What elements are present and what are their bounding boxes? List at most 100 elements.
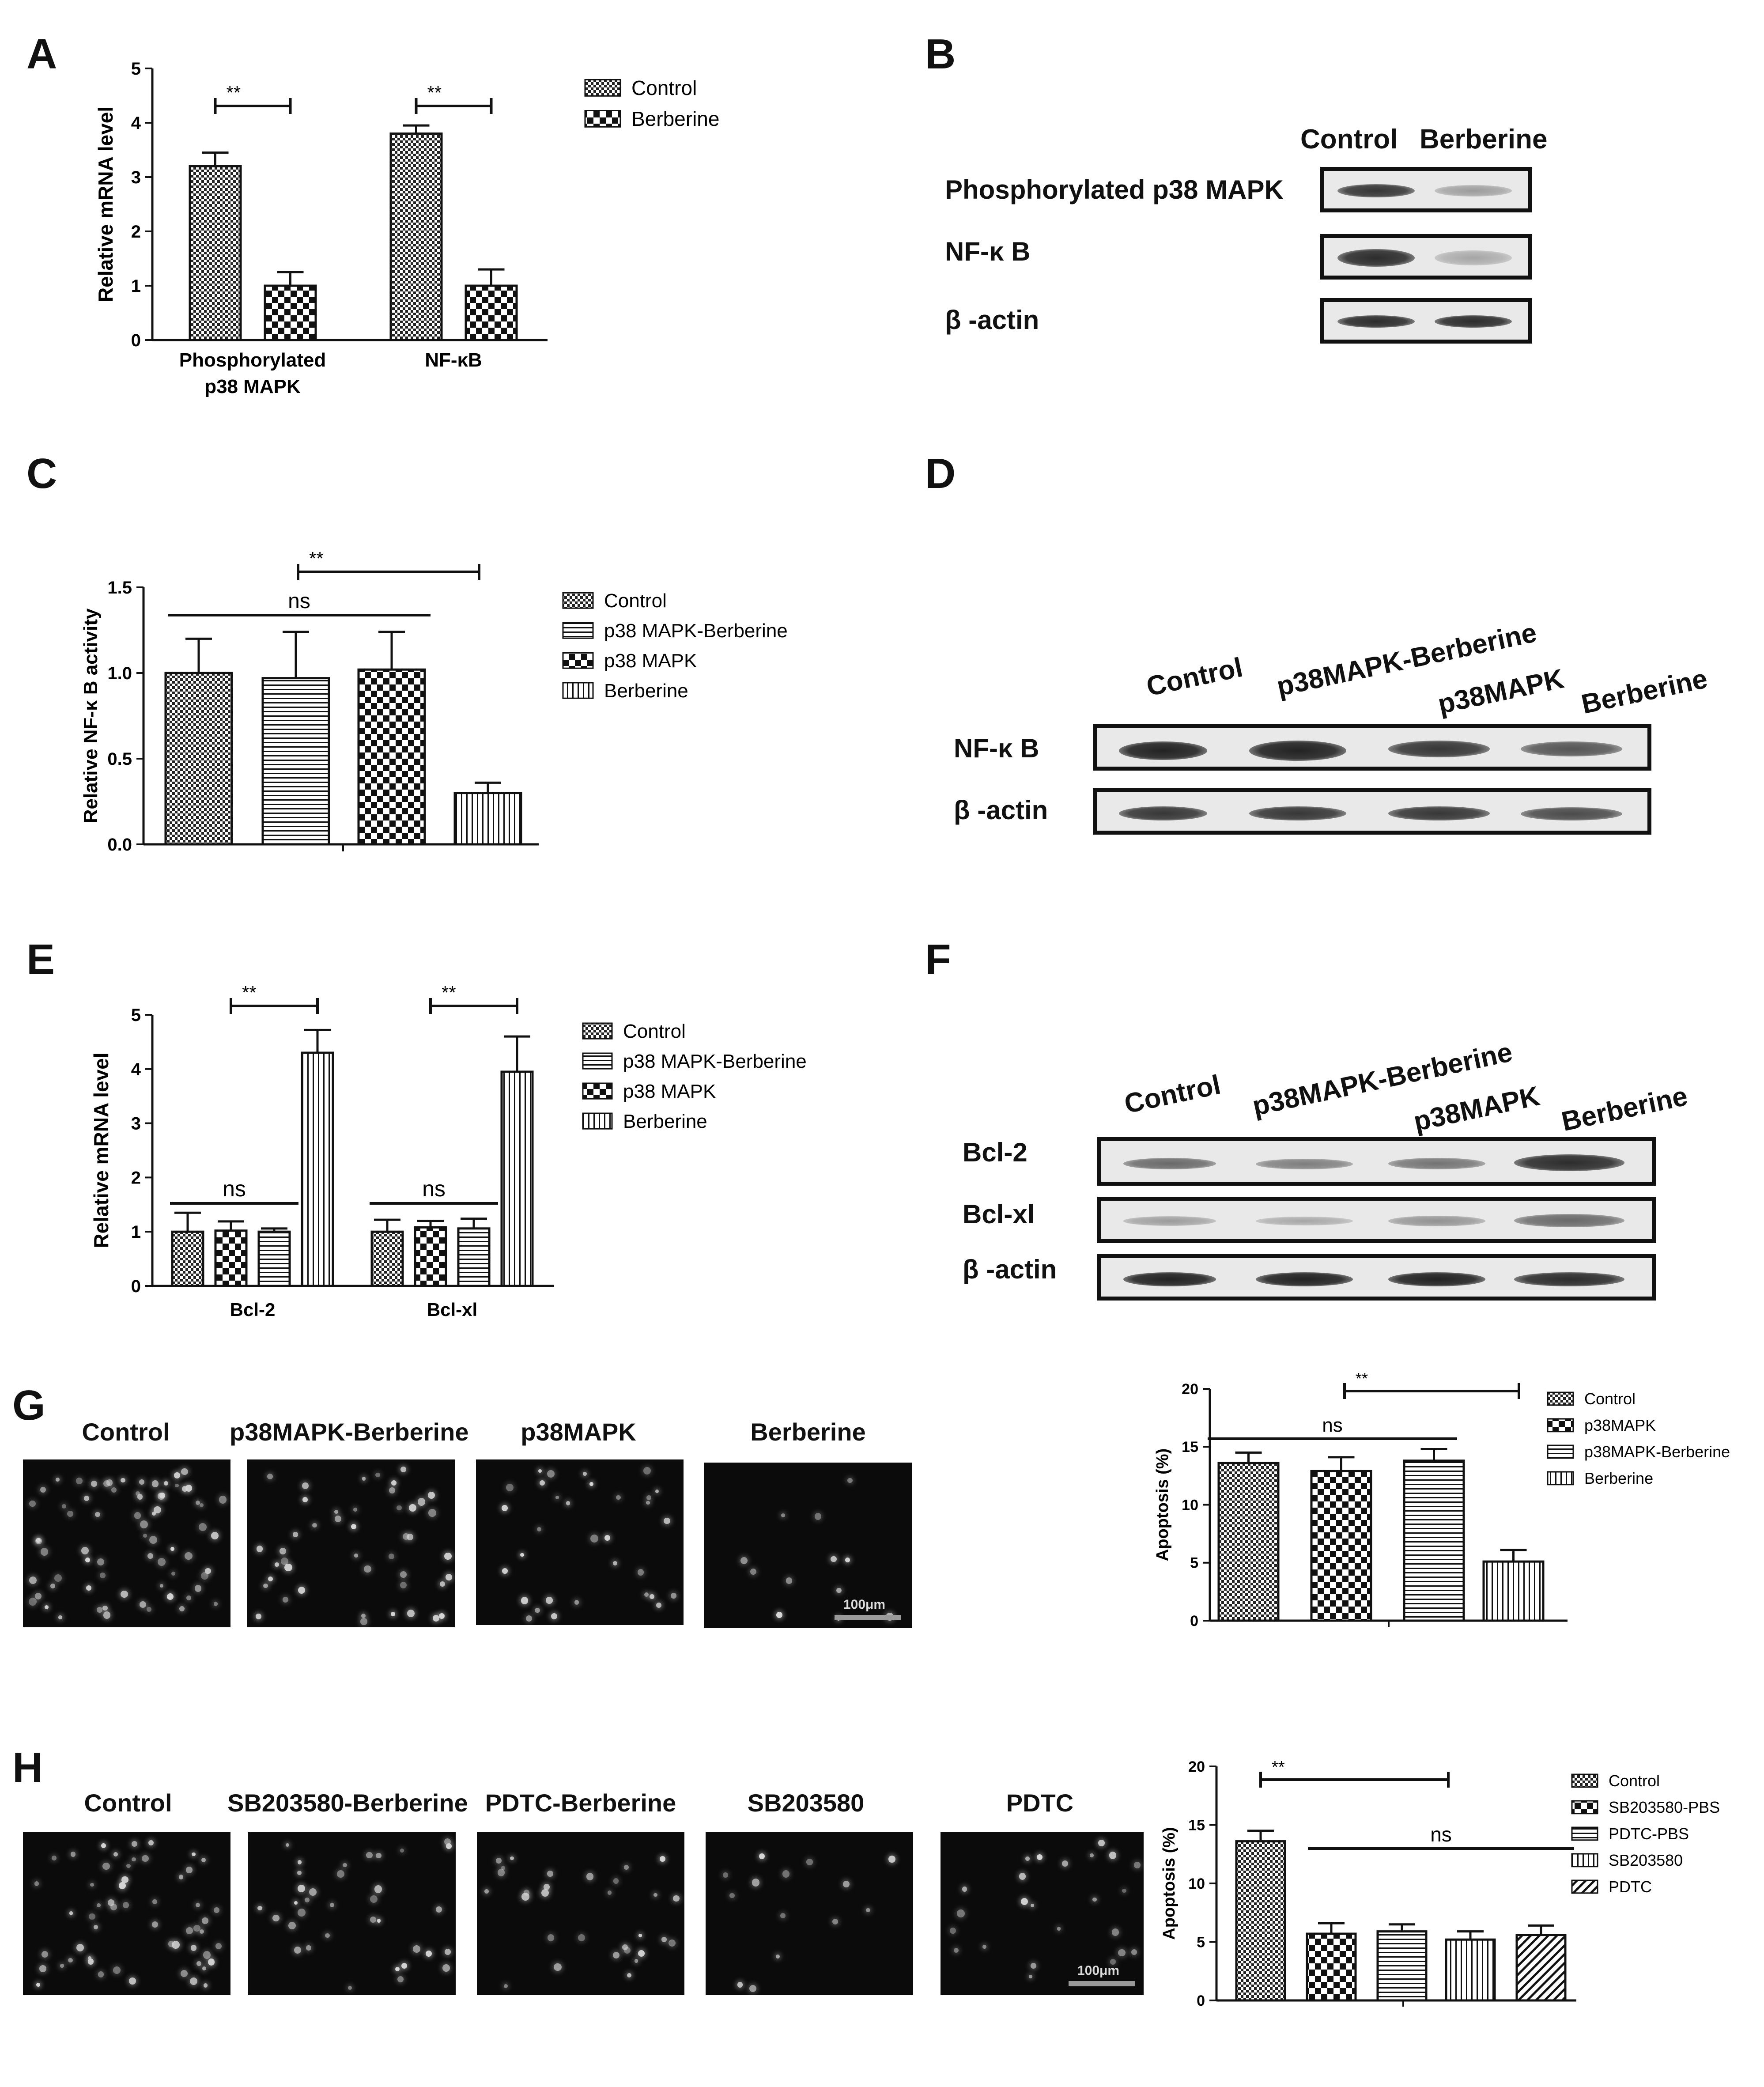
legend-label: Berberine — [623, 1111, 707, 1132]
y-tick-label: 1.0 — [107, 664, 132, 683]
blot-d-row-label: NF-κ B — [954, 733, 1039, 763]
bar — [1376, 1930, 1428, 2002]
stained-cell — [1061, 1860, 1068, 1867]
stained-cell — [521, 1893, 530, 1901]
stained-cell — [502, 1568, 508, 1574]
stained-cell — [202, 1966, 206, 1971]
stained-cell — [87, 1958, 94, 1965]
stained-cell — [29, 1500, 36, 1507]
stained-cell — [400, 1466, 407, 1473]
stained-cell — [660, 1856, 666, 1862]
stained-cell — [400, 1571, 407, 1578]
stained-cell — [198, 1523, 207, 1531]
x-category-label: p38 MAPK — [204, 376, 301, 397]
legend-swatch — [1571, 1800, 1598, 1815]
stained-cell — [836, 1588, 842, 1593]
stained-cell — [547, 1934, 555, 1941]
y-tick-label: 4 — [131, 1060, 141, 1079]
blot-f-row-label: Bcl-xl — [963, 1199, 1035, 1229]
stained-cell — [69, 1911, 73, 1915]
panel-label-e: E — [26, 936, 55, 983]
stained-cell — [196, 1902, 200, 1907]
blot-band — [1119, 741, 1207, 760]
stained-cell — [120, 1478, 125, 1483]
stained-cell — [201, 1572, 209, 1580]
stained-cell — [348, 1985, 352, 1990]
stained-cell — [329, 1902, 334, 1907]
legend-label: PDTC-PBS — [1609, 1825, 1689, 1843]
stained-cell — [178, 1875, 183, 1879]
stained-cell — [29, 1576, 37, 1584]
stained-cell — [831, 1556, 837, 1562]
blot-band — [1388, 1158, 1485, 1169]
x-category-label: Bcl-2 — [230, 1299, 276, 1320]
legend-label: Berberine — [1584, 1469, 1653, 1487]
panel-label-b: B — [925, 30, 956, 78]
stained-cell — [267, 1473, 273, 1480]
stained-cell — [170, 1547, 174, 1551]
stained-cell — [204, 1983, 208, 1988]
stained-cell — [391, 1480, 397, 1486]
stained-cell — [275, 1562, 279, 1567]
stained-cell — [194, 1585, 201, 1592]
stained-cell — [45, 1605, 49, 1609]
blot-band — [1123, 1272, 1216, 1286]
significance-label: ns — [1322, 1414, 1342, 1436]
stained-cell — [40, 1548, 49, 1556]
stained-cell — [288, 1922, 296, 1930]
stained-cell — [140, 1520, 148, 1529]
y-tick-label: 2 — [131, 222, 141, 242]
stained-cell — [525, 1615, 532, 1622]
stained-cell — [97, 1903, 101, 1907]
stained-cell — [535, 1607, 540, 1613]
stained-cell — [334, 1509, 339, 1514]
stained-cell — [272, 1914, 280, 1922]
blot-band — [1337, 184, 1415, 197]
stained-cell — [312, 1523, 317, 1528]
stained-cell — [551, 1613, 557, 1620]
y-tick-label: 4 — [131, 113, 141, 133]
stained-cell — [554, 1963, 562, 1971]
legend-label: Control — [1609, 1772, 1660, 1790]
legend-label: p38 MAPK-Berberine — [623, 1051, 807, 1072]
legend-swatch — [1571, 1853, 1598, 1868]
stained-cell — [1131, 1949, 1137, 1955]
stained-cell — [213, 1602, 218, 1606]
micrograph-image — [476, 1459, 684, 1625]
blot-band — [1337, 315, 1415, 328]
legend-label: p38MAPK — [1584, 1416, 1656, 1434]
blot-d-header: p38MAPK — [1435, 663, 1567, 720]
stained-cell — [154, 1506, 161, 1514]
stained-cell — [616, 1495, 621, 1500]
stained-cell — [151, 1921, 158, 1928]
stained-cell — [607, 1890, 612, 1895]
stained-cell — [622, 1944, 628, 1951]
bar — [414, 1226, 447, 1287]
stained-cell — [752, 1879, 759, 1887]
stained-cell — [123, 1902, 129, 1908]
stained-cell — [1037, 1854, 1043, 1860]
bar — [465, 284, 518, 341]
stained-cell — [87, 1956, 92, 1960]
stained-cell — [201, 1917, 208, 1924]
stained-cell — [843, 1881, 850, 1887]
stained-cell — [98, 1971, 104, 1977]
stained-cell — [88, 1913, 95, 1920]
y-tick-label: 0 — [131, 331, 141, 350]
blot-d-strip — [1093, 724, 1651, 771]
stained-cell — [214, 1907, 220, 1913]
stained-cell — [374, 1885, 382, 1893]
blot-b-header: Berberine — [1420, 124, 1548, 155]
legend-label: p38 MAPK — [623, 1081, 716, 1102]
stained-cell — [83, 1495, 89, 1501]
stained-cell — [1019, 1873, 1026, 1880]
bar — [1217, 1462, 1280, 1622]
stained-cell — [39, 1965, 46, 1972]
stained-cell — [541, 1889, 549, 1897]
stained-cell — [208, 1958, 215, 1966]
micrograph-image: 100μm — [704, 1463, 912, 1628]
stained-cell — [280, 1547, 287, 1554]
stained-cell — [325, 1933, 330, 1938]
micrograph-image — [706, 1832, 913, 1995]
blot-band — [1514, 1154, 1624, 1171]
